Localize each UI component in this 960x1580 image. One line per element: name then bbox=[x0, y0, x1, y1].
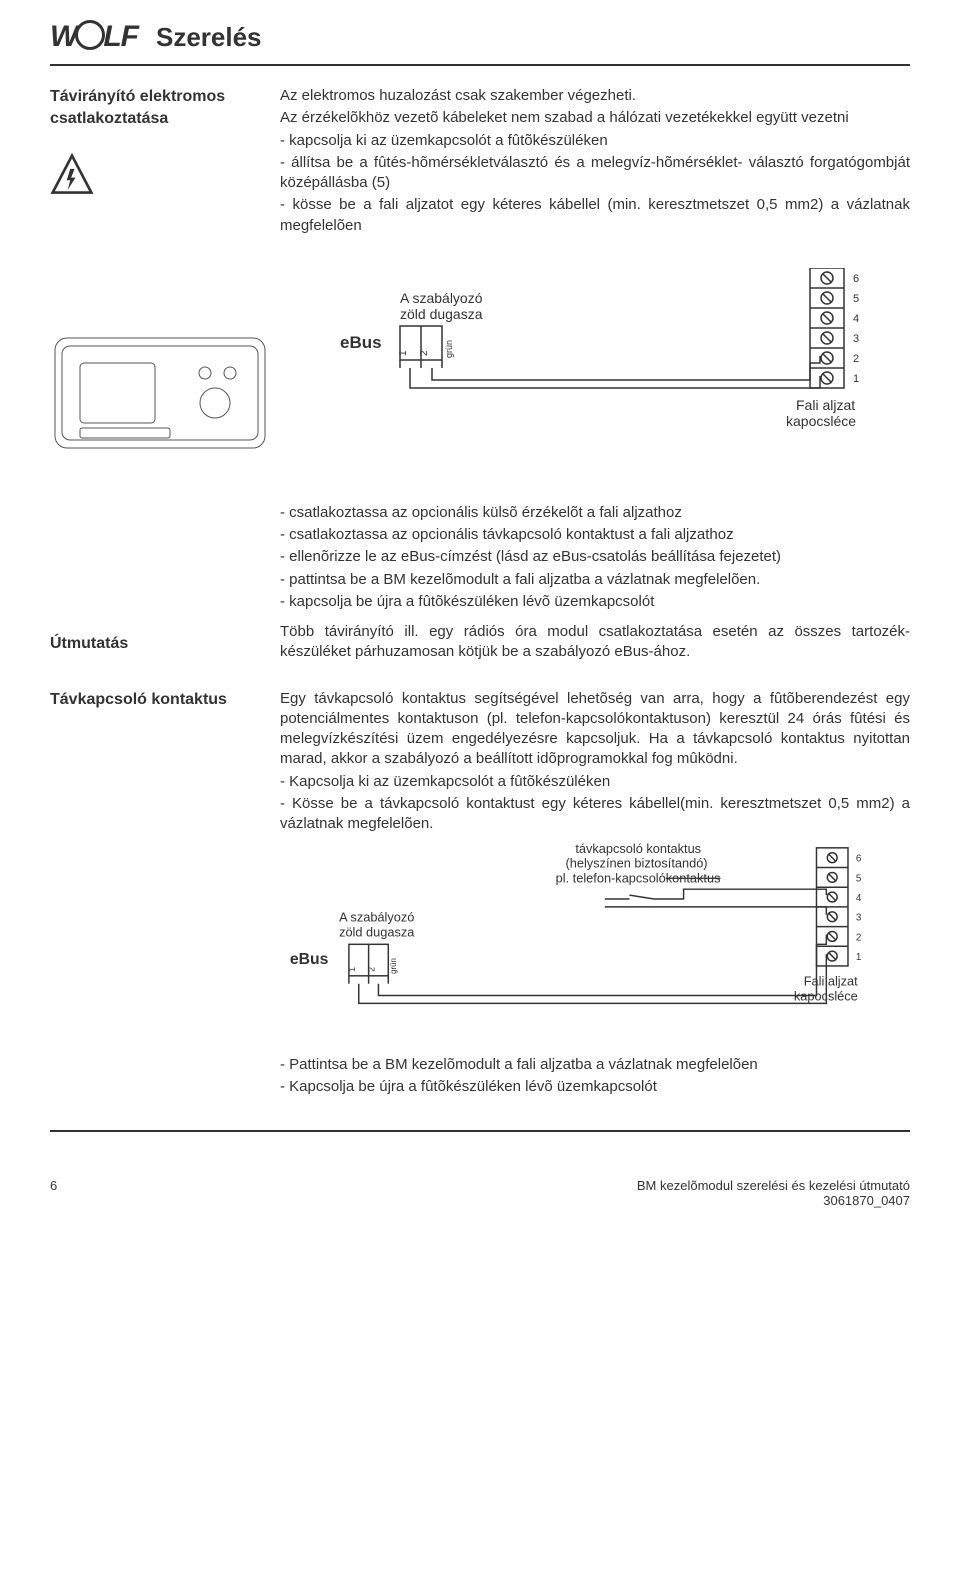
right-column: Egy távkapcsoló kontaktus segítségével l… bbox=[280, 689, 910, 1100]
para: - kapcsolja ki az üzemkapcsolót a fûtõké… bbox=[280, 131, 910, 151]
para: Az érzékelõkhöz vezetõ kábeleket nem sza… bbox=[280, 108, 910, 128]
terminal-2: 2 bbox=[853, 353, 859, 365]
footer-divider bbox=[50, 1130, 910, 1132]
logo-text-left: W bbox=[50, 20, 77, 54]
section-remote-connection: Távirányító elektromos csatlakoztatása A… bbox=[50, 86, 910, 238]
para: - Kösse be a távkapcsoló kontaktust egy … bbox=[280, 794, 910, 835]
footer: 6 BM kezelõmodul szerelési és kezelési ú… bbox=[50, 1172, 910, 1208]
terminal-5: 5 bbox=[853, 293, 859, 305]
section-title: Útmutatás bbox=[50, 633, 260, 655]
left-column: Távirányító elektromos csatlakoztatása bbox=[50, 86, 260, 238]
header-divider bbox=[50, 64, 910, 66]
warning-icon bbox=[50, 153, 260, 202]
doc-id: 3061870_0407 bbox=[637, 1193, 910, 1208]
list-item: - csatlakoztassa az opcionális külsõ érz… bbox=[280, 503, 910, 523]
terminal-3: 3 bbox=[853, 333, 859, 345]
terminal-label: Fali aljzat kapocsléce bbox=[786, 397, 859, 429]
list-item: - ellenõrizze le az eBus-címzést (lásd a… bbox=[280, 547, 910, 567]
header: W LF Szerelés bbox=[50, 20, 910, 54]
page-number: 6 bbox=[50, 1178, 57, 1208]
para: - Kapcsolja be újra a fûtõkészüléken lév… bbox=[280, 1077, 910, 1097]
grun-label-2: grün bbox=[389, 958, 398, 974]
terminal-label-2: Fali aljzat kapocsléce bbox=[794, 974, 861, 1004]
wiring-diagram-2: távkapcsoló kontaktus (helyszínen biztos… bbox=[280, 838, 910, 1051]
wolf-logo: W LF bbox=[50, 20, 138, 54]
logo-text-right: LF bbox=[103, 20, 138, 54]
left-column: Útmutatás bbox=[50, 503, 260, 665]
doc-title: BM kezelõmodul szerelési és kezelési útm… bbox=[637, 1178, 910, 1193]
pin-1: 1 bbox=[398, 350, 409, 356]
footer-right: BM kezelõmodul szerelési és kezelési útm… bbox=[637, 1178, 910, 1208]
ebus-label: eBus bbox=[340, 333, 382, 352]
t1b: 1 bbox=[856, 952, 861, 963]
para: Több távirányító ill. egy rádiós óra mod… bbox=[280, 622, 910, 663]
ebus-label-2: eBus bbox=[290, 951, 329, 968]
left-column: Távkapcsoló kontaktus bbox=[50, 689, 260, 1100]
t2b: 2 bbox=[856, 933, 861, 944]
terminal-6: 6 bbox=[853, 273, 859, 285]
section-title: Távkapcsoló kontaktus bbox=[50, 689, 260, 711]
t6b: 6 bbox=[856, 854, 862, 865]
terminal-1: 1 bbox=[853, 373, 859, 385]
section-remote-contact: Távkapcsoló kontaktus Egy távkapcsoló ko… bbox=[50, 689, 910, 1100]
grun-label: grün bbox=[444, 340, 454, 358]
page: W LF Szerelés Távirányító elektromos csa… bbox=[0, 0, 960, 1238]
list-item: - csatlakoztassa az opcionális távkapcso… bbox=[280, 525, 910, 545]
para: - Pattintsa be a BM kezelõmodult a fali … bbox=[280, 1055, 910, 1075]
para: Az elektromos huzalozást csak szakember … bbox=[280, 86, 910, 106]
section-title: Távirányító elektromos csatlakoztatása bbox=[50, 86, 260, 129]
remote-contact-label: távkapcsoló kontaktus (helyszínen biztos… bbox=[556, 841, 721, 886]
pin-2: 2 bbox=[419, 350, 430, 356]
terminal-4: 4 bbox=[853, 313, 859, 325]
regulator-label: A szabályozó zöld dugasza bbox=[400, 290, 486, 322]
para: - Kapcsolja ki az üzemkapcsolót a fûtõké… bbox=[280, 772, 910, 792]
t3b: 3 bbox=[856, 913, 862, 924]
list-item: - pattintsa be a BM kezelõmodult a fali … bbox=[280, 570, 910, 590]
right-column: - csatlakoztassa az opcionális külsõ érz… bbox=[280, 503, 910, 665]
pin-2b: 2 bbox=[367, 967, 377, 972]
para: Egy távkapcsoló kontaktus segítségével l… bbox=[280, 689, 910, 770]
wiring-diagram-1: A szabályozó zöld dugasza eBus 1 2 grün bbox=[50, 268, 910, 493]
list-item: - kapcsolja be újra a fûtõkészüléken lév… bbox=[280, 592, 910, 612]
page-title: Szerelés bbox=[156, 22, 262, 53]
section-guidance: Útmutatás - csatlakoztassa az opcionális… bbox=[50, 503, 910, 665]
right-column: Az elektromos huzalozást csak szakember … bbox=[280, 86, 910, 238]
pin-1b: 1 bbox=[347, 967, 357, 972]
para: - állítsa be a fûtés-hõmérsékletválasztó… bbox=[280, 153, 910, 194]
regulator-label-2: A szabályozó zöld dugasza bbox=[339, 910, 418, 940]
t5b: 5 bbox=[856, 874, 862, 885]
logo-circle-icon bbox=[75, 20, 105, 50]
t4b: 4 bbox=[856, 893, 862, 904]
para: - kösse be a fali aljzatot egy kéteres k… bbox=[280, 195, 910, 236]
